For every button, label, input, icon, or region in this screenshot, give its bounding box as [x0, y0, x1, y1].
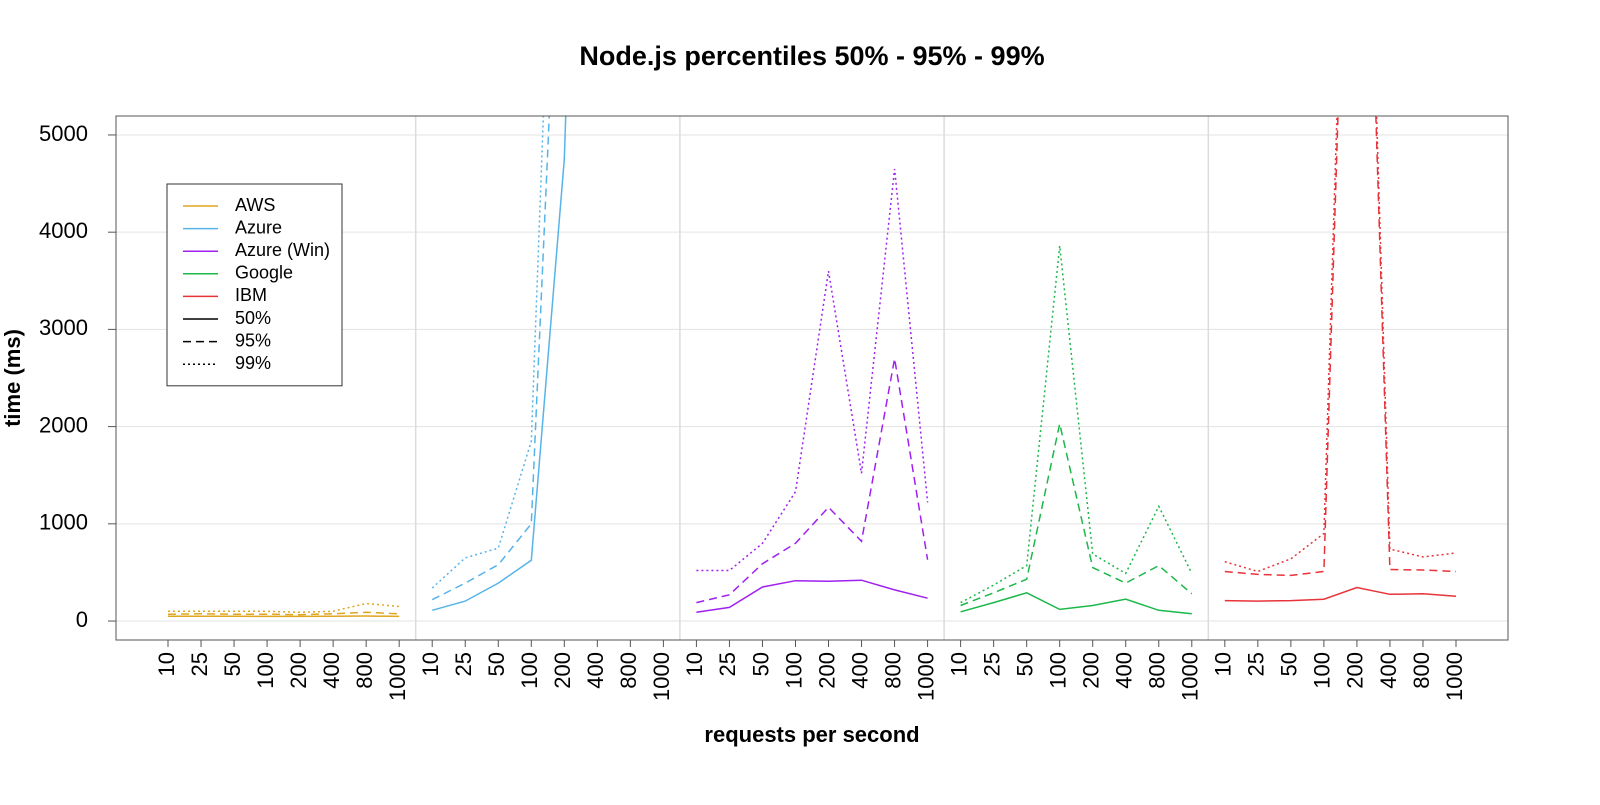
x-tick-label: 10: [1211, 652, 1236, 676]
series-line: [1225, 588, 1456, 602]
x-tick-label: 25: [715, 652, 740, 676]
x-tick-label: 800: [616, 652, 641, 689]
x-tick-label: 50: [484, 652, 509, 676]
y-tick-label: 0: [76, 607, 88, 632]
x-tick-label: 25: [979, 652, 1004, 676]
legend-label: 50%: [235, 308, 271, 328]
x-axis-label: requests per second: [704, 722, 919, 747]
series-line: [432, 0, 663, 610]
legend-label: Azure: [235, 217, 282, 237]
x-tick-label: 1000: [385, 652, 410, 701]
x-tick-label: 400: [583, 652, 608, 689]
x-tick-label: 800: [352, 652, 377, 689]
x-tick-label: 200: [286, 652, 311, 689]
x-tick-label: 1000: [649, 652, 674, 701]
x-tick-label: 10: [682, 652, 707, 676]
series-line: [696, 580, 927, 612]
x-tick-label: 10: [154, 652, 179, 676]
series-line: [696, 359, 927, 603]
series-line: [432, 0, 663, 588]
x-tick-label: 800: [880, 652, 905, 689]
legend-label: 95%: [235, 330, 271, 350]
x-tick-label: 25: [451, 652, 476, 676]
x-tick-label: 50: [1277, 652, 1302, 676]
legend-label: Azure (Win): [235, 240, 330, 260]
legend-label: 99%: [235, 353, 271, 373]
x-tick-label: 50: [748, 652, 773, 676]
chart-title: Node.js percentiles 50% - 95% - 99%: [579, 41, 1044, 71]
x-tick-label: 200: [550, 652, 575, 689]
x-tick-label: 100: [517, 652, 542, 689]
legend-label: IBM: [235, 285, 267, 305]
y-tick-label: 2000: [39, 412, 88, 437]
series-line: [432, 0, 663, 600]
series-line: [961, 246, 1192, 603]
x-tick-label: 25: [1244, 652, 1269, 676]
x-tick-label: 1000: [1178, 652, 1203, 701]
x-tick-label: 200: [1079, 652, 1104, 689]
y-tick-label: 4000: [39, 218, 88, 243]
x-tick-label: 200: [814, 652, 839, 689]
x-tick-label: 100: [781, 652, 806, 689]
y-tick-label: 1000: [39, 510, 88, 535]
x-tick-label: 50: [1012, 652, 1037, 676]
x-tick-label: 400: [847, 652, 872, 689]
x-tick-label: 10: [418, 652, 443, 676]
x-tick-label: 200: [1343, 652, 1368, 689]
x-tick-label: 1000: [1442, 652, 1467, 701]
series-line: [168, 612, 399, 614]
y-tick-label: 3000: [39, 315, 88, 340]
series-line: [1225, 0, 1456, 575]
series-line: [961, 424, 1192, 606]
x-tick-label: 800: [1409, 652, 1434, 689]
x-tick-label: 50: [220, 652, 245, 676]
x-tick-label: 100: [1310, 652, 1335, 689]
series-line: [961, 593, 1192, 614]
x-tick-label: 400: [1112, 652, 1137, 689]
x-tick-label: 800: [1145, 652, 1170, 689]
y-axis-label: time (ms): [0, 329, 25, 427]
series-line: [1225, 0, 1456, 572]
x-tick-label: 400: [1376, 652, 1401, 689]
x-tick-label: 10: [946, 652, 971, 676]
x-tick-label: 100: [1046, 652, 1071, 689]
legend-label: AWS: [235, 195, 275, 215]
series-line: [696, 169, 927, 571]
series-line: [168, 604, 399, 613]
legend-label: Google: [235, 263, 293, 283]
y-tick-label: 5000: [39, 121, 88, 146]
x-tick-label: 1000: [913, 652, 938, 701]
x-tick-label: 100: [253, 652, 278, 689]
x-tick-label: 400: [319, 652, 344, 689]
x-tick-label: 25: [187, 652, 212, 676]
